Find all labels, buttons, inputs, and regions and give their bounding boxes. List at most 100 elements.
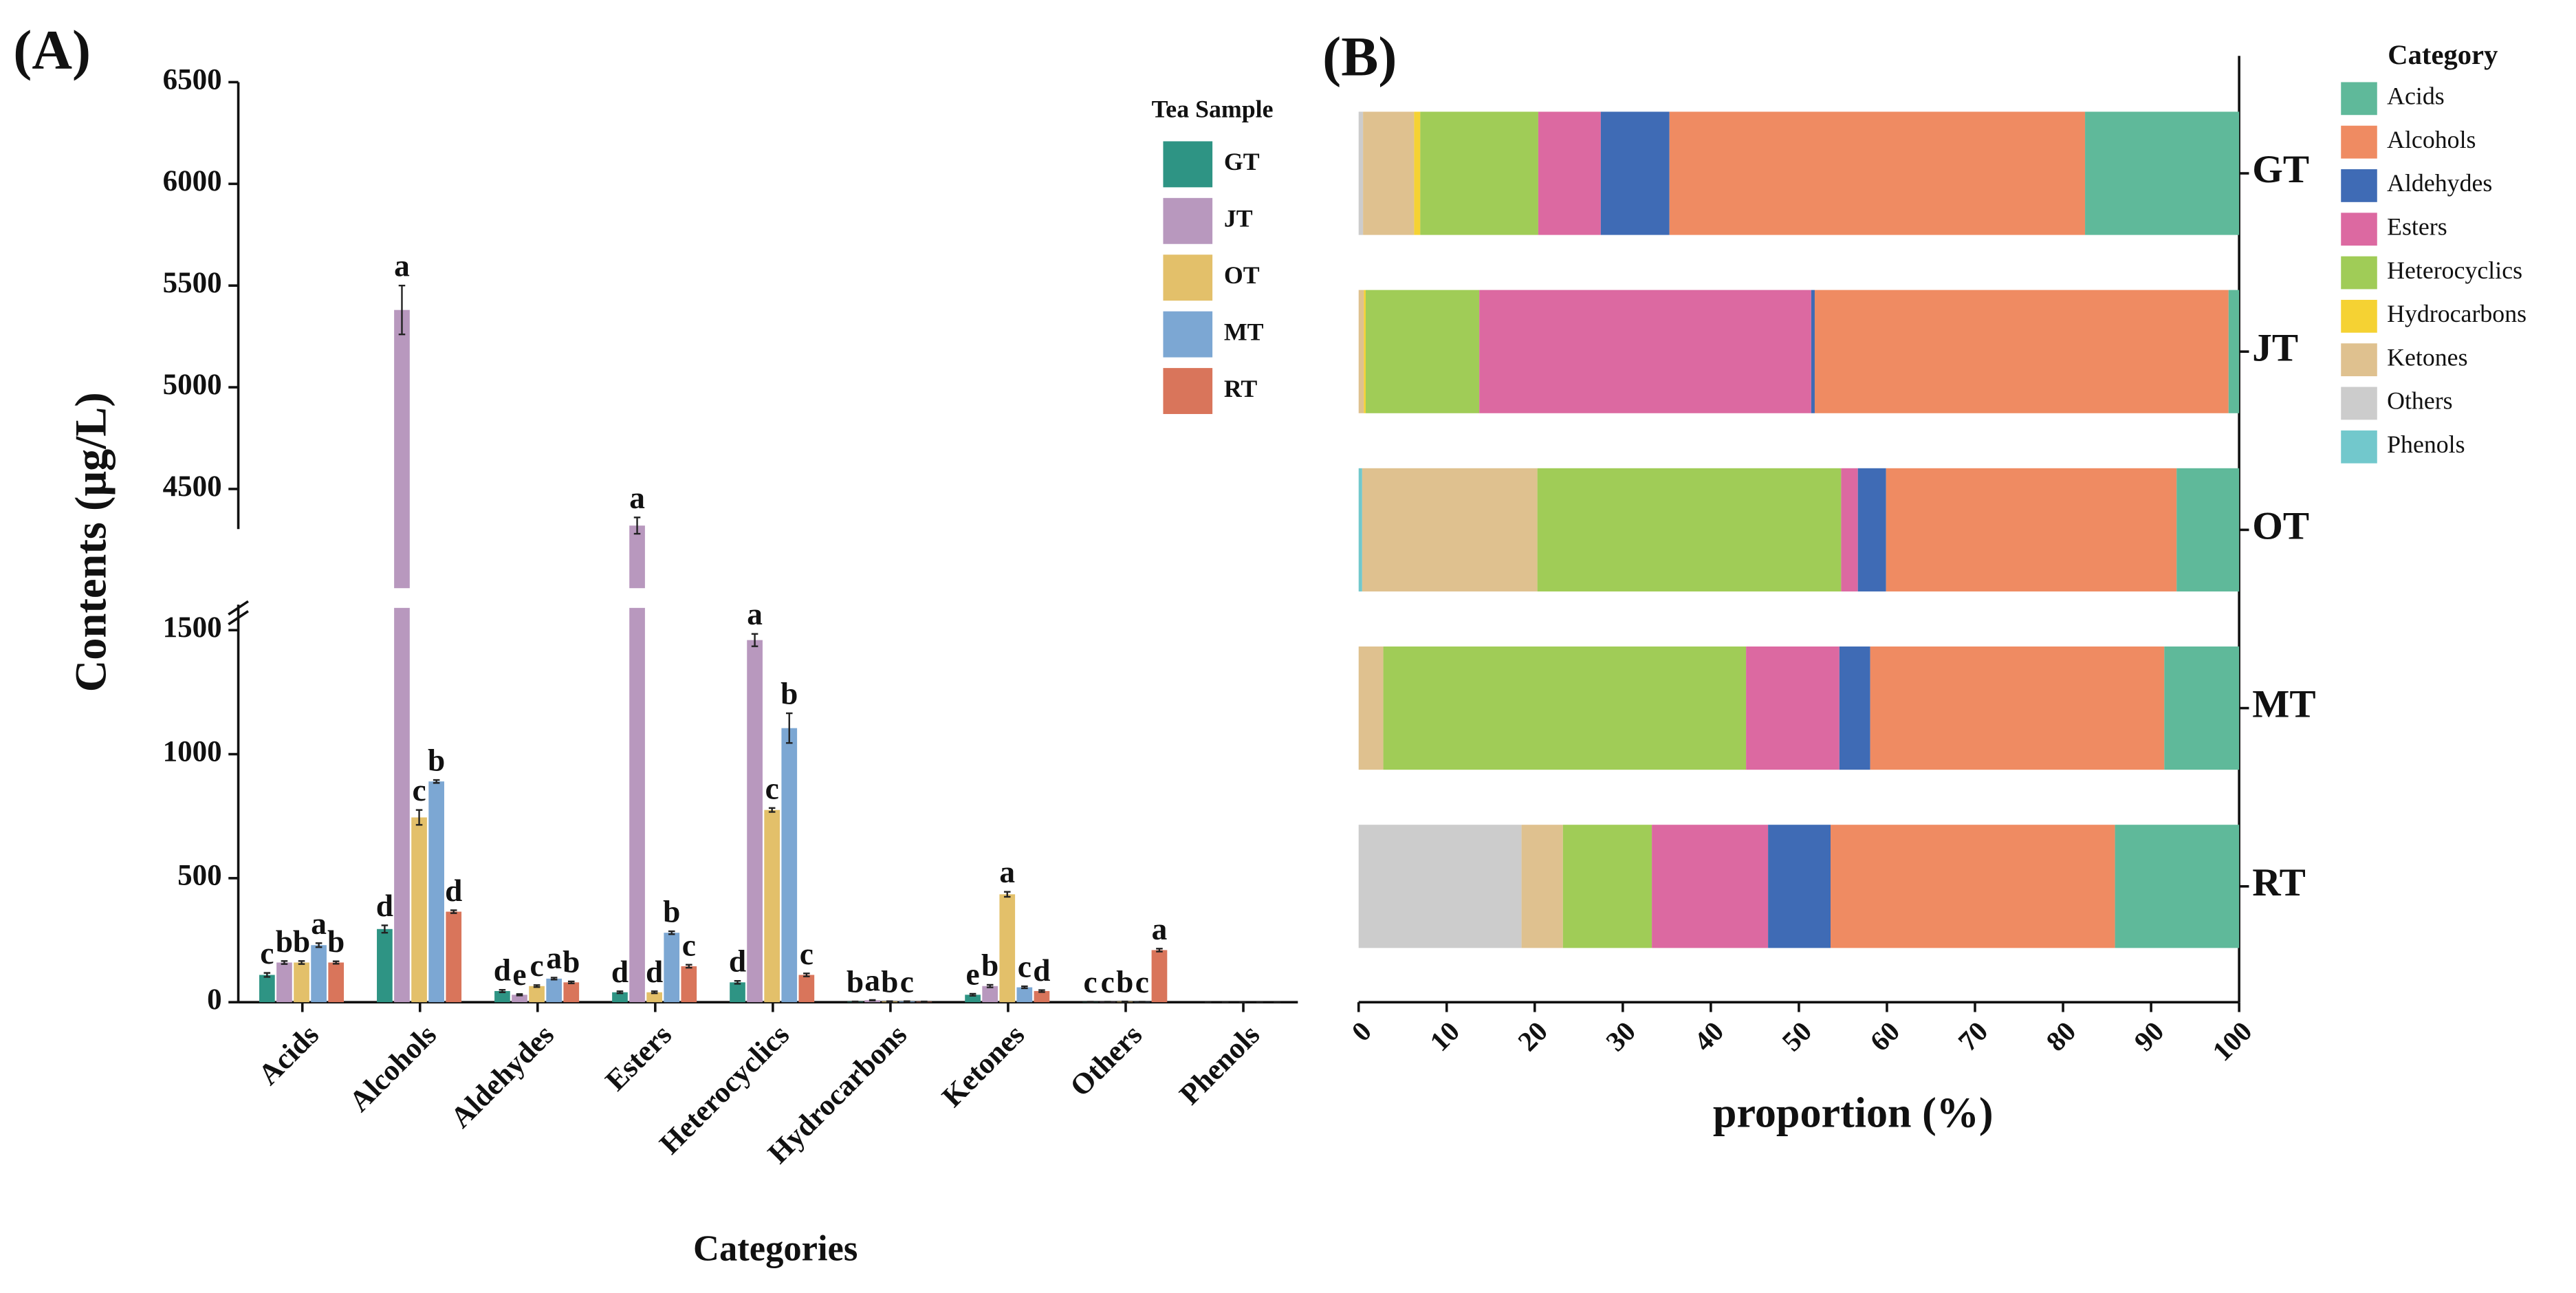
x-tick-label: 30	[1600, 1016, 1642, 1058]
break-gap	[627, 588, 647, 608]
y-tick-label: 500	[177, 860, 221, 892]
error-bar	[986, 984, 994, 988]
significance-letter: b	[1116, 965, 1133, 999]
legend-swatch	[1163, 311, 1213, 358]
bar	[546, 978, 563, 1003]
significance-letter: c	[1101, 965, 1115, 999]
bar	[982, 986, 998, 1003]
legend-label: GT	[1224, 148, 1260, 175]
bar-segment	[2228, 290, 2240, 413]
legend-label: Ketones	[2387, 343, 2467, 371]
bar-segment	[1364, 290, 1366, 413]
bar	[612, 992, 628, 1003]
error-bar	[768, 807, 776, 813]
legend-swatch	[2341, 82, 2377, 116]
significance-letter: e	[512, 957, 526, 992]
panel-label: (A)	[13, 19, 91, 81]
legend-label: Phenols	[2387, 431, 2465, 458]
bar-segment	[1358, 290, 1364, 413]
bar	[377, 928, 393, 1003]
significance-letter: b	[847, 965, 864, 999]
error-bar	[869, 999, 876, 1001]
bar	[664, 933, 680, 1003]
bar-segment	[1358, 468, 1362, 591]
error-bar	[1038, 989, 1045, 993]
bar	[259, 975, 275, 1003]
bar	[999, 894, 1016, 1003]
bar-segment	[1600, 111, 1670, 235]
error-bar	[567, 980, 575, 984]
x-tick-label: Ketones	[936, 1019, 1031, 1113]
bar-segment	[1358, 825, 1522, 948]
bar-segment	[1420, 111, 1538, 235]
legend-swatch	[2341, 256, 2377, 290]
significance-letter: c	[800, 937, 814, 971]
y-tick-label: GT	[2252, 148, 2309, 191]
x-tick-label: Aldehydes	[445, 1019, 560, 1134]
bar	[681, 966, 697, 1003]
bar-segment	[2164, 646, 2240, 770]
error-bar	[1087, 1001, 1094, 1003]
error-bar	[1021, 985, 1028, 990]
significance-letter: a	[747, 597, 763, 631]
bar-segment	[1811, 290, 1815, 413]
significance-letter: d	[611, 955, 629, 989]
significance-letter: b	[293, 924, 310, 959]
bar	[646, 992, 662, 1003]
significance-letter: b	[276, 924, 293, 959]
legend-label: Aldehydes	[2387, 169, 2492, 197]
legend-label: RT	[1224, 375, 1258, 402]
legend-label: Alcohols	[2387, 126, 2476, 153]
error-bar	[851, 1000, 859, 1003]
significance-letter: a	[546, 941, 562, 975]
bar-segment	[1479, 290, 1811, 413]
legend-swatch	[1163, 368, 1213, 414]
error-bar	[886, 1000, 893, 1003]
x-tick-label: Esters	[600, 1019, 678, 1097]
bar	[411, 817, 427, 1003]
y-tick-label: MT	[2252, 683, 2315, 726]
bar-segment	[2085, 111, 2240, 235]
bar-segment	[1521, 825, 1563, 948]
error-bar	[450, 909, 457, 914]
bar-segment	[1841, 468, 1858, 591]
bar-segment	[2115, 825, 2240, 948]
break-gap	[392, 588, 412, 608]
significance-letter: c	[900, 964, 914, 999]
significance-letter: d	[445, 873, 462, 908]
legend-swatch	[2341, 125, 2377, 159]
error-bar	[633, 517, 641, 535]
bar-segment	[1814, 290, 2229, 413]
significance-letter: a	[1152, 912, 1168, 946]
significance-letter: c	[1018, 950, 1032, 984]
bar	[747, 640, 763, 1003]
error-bar	[533, 984, 541, 988]
bar-segment	[1870, 646, 2165, 770]
legend-swatch	[2341, 343, 2377, 377]
error-bar	[1156, 948, 1163, 953]
legend-swatch	[2341, 387, 2377, 420]
bar	[798, 975, 815, 1003]
error-bar	[803, 973, 810, 977]
bar-segment	[1857, 468, 1886, 591]
bar-segment	[1768, 825, 1831, 948]
x-axis-label: proportion (%)	[1713, 1090, 1994, 1137]
error-bar	[1139, 1001, 1146, 1003]
significance-letter: d	[729, 944, 746, 979]
significance-letter: a	[629, 481, 645, 515]
error-bar	[616, 990, 624, 995]
error-bar	[921, 1000, 928, 1003]
y-tick-label: 5500	[163, 267, 222, 299]
error-bar	[686, 964, 692, 969]
significance-letter: b	[663, 895, 680, 929]
y-tick-label: OT	[2252, 505, 2309, 548]
x-tick-label: 100	[2207, 1016, 2258, 1067]
y-tick-label: RT	[2252, 861, 2306, 904]
x-tick-label: 60	[1864, 1016, 1906, 1058]
x-tick-label: 80	[2040, 1016, 2082, 1058]
legend-swatch	[2341, 430, 2377, 464]
x-tick-label: Acids	[252, 1019, 325, 1091]
legend-swatch	[1163, 254, 1213, 301]
bar	[311, 945, 327, 1003]
bar	[428, 781, 444, 1003]
